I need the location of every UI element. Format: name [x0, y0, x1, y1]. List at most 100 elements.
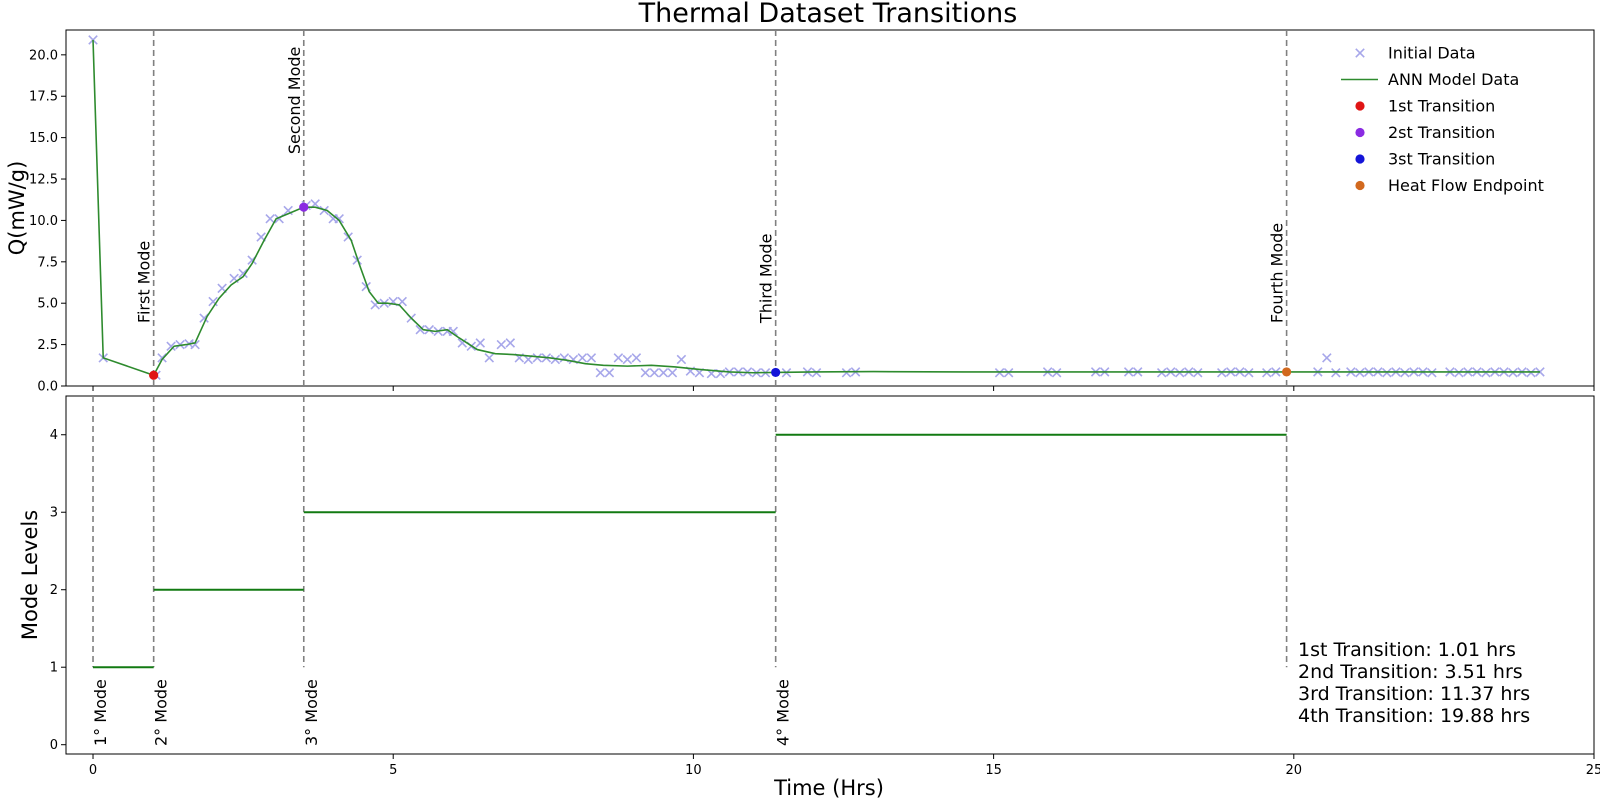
heat-flow-y-axis-label: Q(mW/g) [5, 161, 29, 256]
initial-data-point-17-stroke-b [283, 205, 293, 216]
initial-data-point-111-stroke-b [1481, 367, 1491, 378]
legend-heat-flow-endpoint: Heat Flow Endpoint [1355, 176, 1544, 195]
mode-y-tick-label-0: 0 [50, 738, 58, 753]
initial-data-point-116 [1526, 367, 1536, 378]
initial-data-point-22 [334, 213, 344, 224]
initial-data-point-40-stroke-b [496, 339, 507, 350]
1st-transition-marker [149, 370, 159, 380]
chart-title: Thermal Dataset Transitions [638, 0, 1018, 29]
initial-data-point-11-stroke-b [229, 273, 239, 284]
ann-model-data-line [92, 39, 1540, 377]
legend-heat-flow-endpoint-marker [1355, 180, 1365, 191]
initial-data-point-75-stroke-b [994, 367, 1005, 378]
initial-data-point-49-stroke-b [577, 353, 588, 363]
initial-data-point-57 [649, 367, 660, 378]
initial-data-point-87 [1192, 367, 1203, 378]
initial-data-point-88-stroke-b [1216, 367, 1227, 378]
initial-data-point-59 [667, 367, 678, 378]
initial-data-point-12-stroke-b [238, 268, 248, 279]
x-tick-label-10: 10 [685, 763, 702, 778]
initial-data-point-72-stroke-b [811, 367, 822, 378]
initial-data-point-56-stroke-b [640, 367, 651, 378]
initial-data-point-12 [238, 268, 248, 279]
initial-data-point-52 [604, 367, 615, 378]
legend-1st-transition: 1st Transition [1355, 97, 1495, 116]
initial-data-point-7 [190, 339, 200, 350]
legend-initial-data: Initial Data [1355, 44, 1476, 63]
initial-data-point-31-stroke-b [415, 324, 425, 335]
initial-data-point-5-stroke-b [175, 339, 185, 350]
top-y-tick-label-7-5: 7.5 [37, 255, 58, 270]
top-y-tick-label-12-5: 12.5 [29, 173, 58, 188]
initial-data-point-76 [1003, 367, 1014, 378]
initial-data-point-101 [1382, 367, 1392, 378]
mode-levels-y-ticks: 0 1 2 3 4 [50, 428, 66, 753]
initial-data-point-106 [1427, 367, 1437, 378]
initial-data-point-39 [484, 353, 495, 363]
initial-data-point-92 [1262, 367, 1272, 378]
legend-ann-model-data: ANN Model Data [1341, 70, 1519, 89]
initial-data-point-114-stroke-b [1508, 367, 1518, 378]
legend-1st-transition-label: 1st Transition [1388, 97, 1495, 116]
initial-data-point-56 [640, 367, 651, 378]
initial-data-point-39-stroke-b [484, 353, 495, 363]
initial-data-point-46-stroke-b [550, 354, 561, 365]
initial-data-point-98-stroke-b [1355, 367, 1365, 378]
initial-data-point-46 [550, 354, 561, 365]
mode-level-label-3: 4° Mode [774, 679, 793, 746]
initial-data-point-35 [448, 326, 459, 337]
initial-data-point-41-stroke-b [505, 338, 516, 348]
initial-data-point-75 [994, 367, 1005, 378]
initial-data-point-60-stroke-b [676, 354, 687, 365]
initial-data-point-52-stroke-b [604, 367, 615, 378]
initial-data-point-59-stroke-b [667, 367, 678, 378]
legend-initial-data-marker-b [1355, 48, 1365, 58]
initial-data-point-108 [1454, 367, 1464, 378]
top-y-tick-label-5-0: 5.0 [37, 297, 58, 312]
top-y-tick-label-20-0: 20.0 [29, 48, 58, 63]
initial-data-point-3 [157, 353, 167, 363]
x-tick-label-0: 0 [89, 763, 97, 778]
mode-levels-panel: 0 1 2 3 4 0 5 10 15 20 25 1° Mode 2° Mode 3° Mode 4°… [18, 395, 1600, 800]
legend-3st-transition-marker [1355, 154, 1365, 164]
mode-level-steps [93, 433, 1287, 669]
mode-level-label-1: 2° Mode [152, 679, 171, 746]
initial-data-point-4-stroke-b [166, 341, 176, 352]
initial-data-point-95 [1322, 353, 1332, 363]
mode-level-label-2: 3° Mode [302, 679, 321, 746]
mode-levels-plot-frame [65, 395, 1595, 755]
initial-data-point-114 [1508, 367, 1518, 378]
x-tick-label-15: 15 [985, 763, 1002, 778]
transition-time-4: 4th Transition: 19.88 hrs [1298, 705, 1530, 727]
mode-label-fourth-mode: Fourth Mode [1268, 223, 1287, 323]
initial-data-point-47-stroke-b [559, 353, 570, 363]
mode-label-second-mode: Second Mode [285, 47, 304, 155]
initial-data-point-96 [1331, 367, 1341, 378]
legend-2st-transition: 2st Transition [1355, 123, 1495, 142]
legend-2st-transition-label: 2st Transition [1388, 123, 1495, 142]
heat-flow-series [88, 35, 1545, 381]
initial-data-point-101-stroke-b [1382, 367, 1392, 378]
initial-data-point-103-stroke-b [1400, 367, 1410, 378]
legend: Initial Data ANN Model Data 1st Transition… [1341, 44, 1544, 195]
initial-data-point-3-stroke-b [157, 353, 167, 363]
initial-data-point-25-stroke-b [361, 281, 371, 292]
legend-3st-transition: 3st Transition [1355, 150, 1495, 169]
x-tick-label-25: 25 [1586, 763, 1600, 778]
initial-data-point-20 [319, 205, 329, 216]
initial-data-point-117-stroke-b [1535, 367, 1545, 377]
initial-data-point-38 [475, 338, 486, 348]
initial-data-point-111 [1481, 367, 1491, 378]
mode-y-tick-label-1: 1 [50, 661, 58, 676]
legend-2st-transition-marker [1355, 127, 1365, 138]
initial-data-point-38-stroke-b [475, 338, 486, 348]
initial-data-point-15-stroke-b [265, 213, 275, 224]
initial-data-point-50 [586, 353, 597, 363]
mode-levels-mode-lines: 1° Mode 2° Mode 3° Mode 4° Mode [91, 396, 1288, 746]
initial-data-point-48-stroke-b [568, 354, 579, 365]
legend-heat-flow-endpoint-label: Heat Flow Endpoint [1388, 176, 1544, 195]
initial-data-point-5 [175, 339, 185, 350]
initial-data-point-49 [577, 353, 588, 363]
heat-flow-x-ticks [92, 386, 1595, 391]
